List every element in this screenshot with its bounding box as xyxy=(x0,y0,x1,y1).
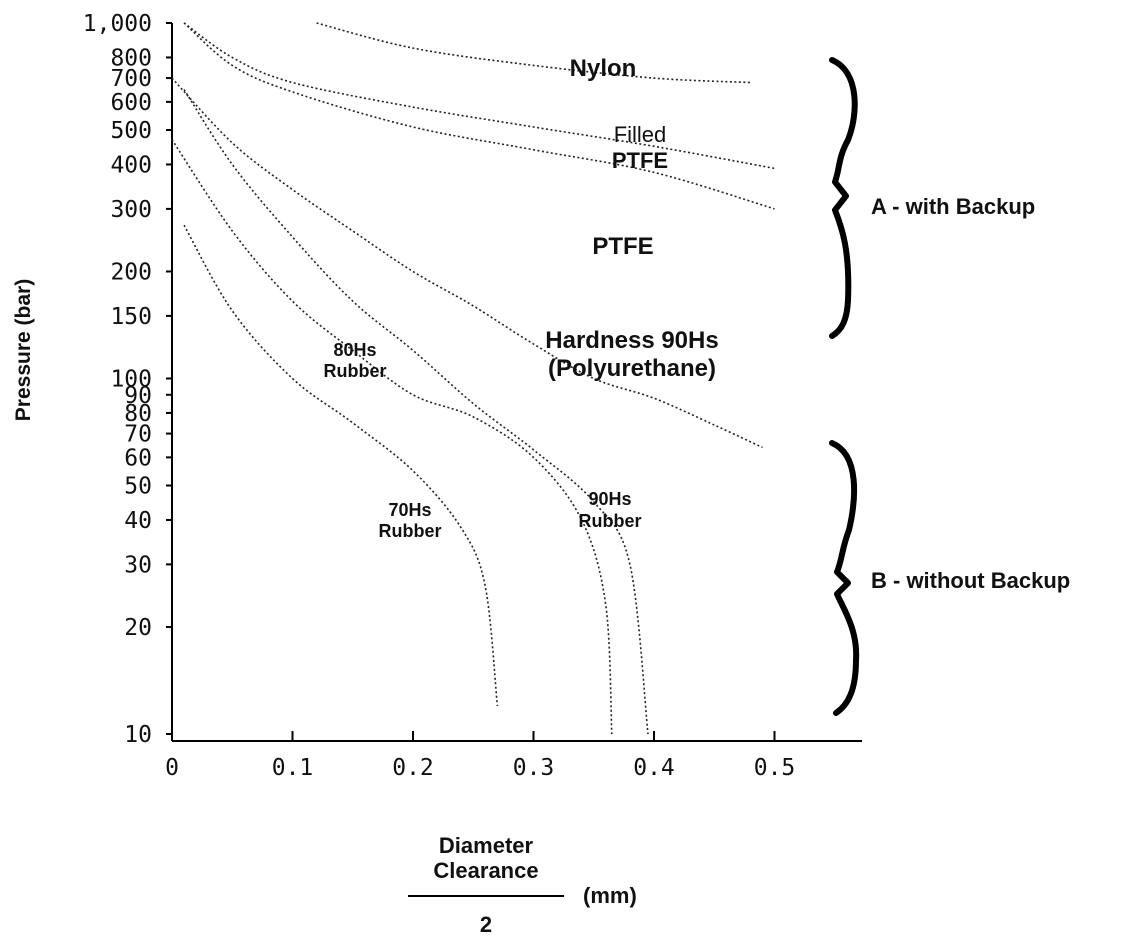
x-label-line1: Diameter xyxy=(439,833,534,858)
series-label-nylon-line1: Nylon xyxy=(570,55,637,82)
y-tick-label: 600 xyxy=(110,90,152,116)
series-line-nylon xyxy=(316,22,751,84)
series-label-hardness-90hs-polyurethane-line1: Hardness 90Hs xyxy=(545,327,718,354)
brace-a: A - with Backup xyxy=(829,57,1035,339)
x-axis-label: Diameter Clearance 2 (mm) xyxy=(408,833,637,937)
x-tick-label: 0.4 xyxy=(633,755,675,781)
x-ticks: 0 0.1 0.2 0.3 0.4 0.5 xyxy=(165,731,795,781)
y-tick-label: 100 xyxy=(110,367,152,393)
series-line-ptfe xyxy=(183,22,775,210)
y-axis-label: Pressure (bar) xyxy=(12,279,35,421)
x-tick-label: 0.1 xyxy=(272,755,314,781)
series-label-70hs-rubber-line2: Rubber xyxy=(379,521,442,541)
x-tick-label: 0.3 xyxy=(513,755,555,781)
series-line-70hs-rubber xyxy=(183,224,499,706)
series-line-filled-ptfe xyxy=(183,22,775,170)
series-label-hardness-90hs-polyurethane-line2: (Polyurethane) xyxy=(548,355,716,382)
series-label-filled-ptfe-line2: PTFE xyxy=(612,148,668,173)
brace-a-shape xyxy=(829,57,858,339)
series-label-80hs-rubber-line2: Rubber xyxy=(324,361,387,381)
series-label-70hs-rubber-line1: 70Hs xyxy=(388,500,431,520)
curves xyxy=(171,22,775,735)
y-tick-label: 30 xyxy=(124,552,152,578)
axes xyxy=(171,23,862,742)
y-tick-label: 300 xyxy=(110,197,152,223)
series-label-90hs-rubber-line1: 90Hs xyxy=(588,489,631,509)
x-tick-label: 0.2 xyxy=(392,755,434,781)
y-tick-label: 700 xyxy=(110,66,152,92)
series-line-80hs-rubber xyxy=(171,139,613,735)
y-tick-label: 800 xyxy=(110,45,152,71)
y-tick-label: 150 xyxy=(110,304,152,330)
y-tick-label: 60 xyxy=(124,445,152,471)
y-tick-label: 50 xyxy=(124,474,152,500)
x-label-unit: (mm) xyxy=(583,883,637,908)
brace-b-label: B - without Backup xyxy=(871,568,1070,593)
brace-a-label: A - with Backup xyxy=(871,194,1035,219)
series-line-hardness-90hs-polyurethane xyxy=(171,77,763,449)
series-label-filled-ptfe-line1: Filled xyxy=(614,122,667,147)
x-tick-label: 0 xyxy=(165,755,179,781)
y-tick-label: 20 xyxy=(124,615,152,641)
y-tick-label: 1,000 xyxy=(83,11,152,37)
series-label-90hs-rubber-line2: Rubber xyxy=(579,511,642,531)
y-tick-label: 500 xyxy=(110,118,152,144)
y-tick-label: 200 xyxy=(110,259,152,285)
series-label-ptfe-line1: PTFE xyxy=(592,233,653,260)
x-tick-label: 0.5 xyxy=(754,755,796,781)
brace-b-shape xyxy=(829,440,860,716)
series-line-90hs-rubber xyxy=(183,89,649,735)
x-label-denominator: 2 xyxy=(480,912,492,937)
y-tick-label: 400 xyxy=(110,152,152,178)
brace-b: B - without Backup xyxy=(829,440,1070,716)
series-label-80hs-rubber-line1: 80Hs xyxy=(333,340,376,360)
x-label-line2: Clearance xyxy=(433,858,538,883)
y-tick-label: 80 xyxy=(124,401,152,427)
y-tick-label: 40 xyxy=(124,508,152,534)
y-tick-label: 90 xyxy=(124,383,152,409)
y-tick-label: 10 xyxy=(124,722,152,748)
y-tick-label: 70 xyxy=(124,422,152,448)
